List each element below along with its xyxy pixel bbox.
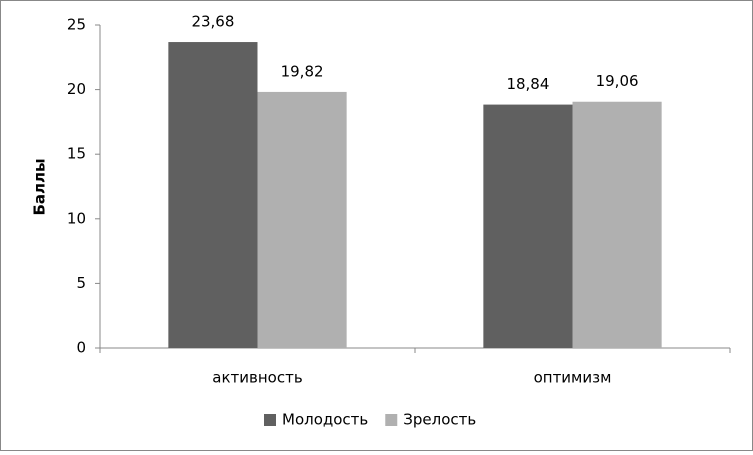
value-label: 23,68 bbox=[191, 13, 234, 31]
legend-swatch bbox=[385, 414, 398, 426]
value-label: 19,82 bbox=[281, 62, 324, 80]
bar bbox=[168, 42, 258, 348]
bar bbox=[572, 101, 662, 348]
y-tick-label: 20 bbox=[67, 80, 86, 98]
legend-label: Зрелость bbox=[403, 411, 476, 429]
y-tick-label: 5 bbox=[76, 274, 86, 292]
y-tick-label: 0 bbox=[76, 339, 86, 357]
legend-swatch bbox=[264, 414, 276, 426]
value-label: 18,84 bbox=[506, 75, 549, 93]
x-tick-label: активность bbox=[212, 369, 302, 387]
y-tick-label: 10 bbox=[67, 209, 86, 227]
x-tick-label: оптимизм bbox=[534, 369, 612, 387]
legend-label: Молодость bbox=[282, 411, 368, 429]
bar bbox=[483, 104, 573, 349]
y-axis-label: Баллы bbox=[31, 158, 49, 215]
bar bbox=[257, 91, 347, 348]
value-label: 19,06 bbox=[596, 72, 639, 90]
y-tick-label: 25 bbox=[67, 16, 86, 34]
y-tick-label: 15 bbox=[67, 145, 86, 163]
